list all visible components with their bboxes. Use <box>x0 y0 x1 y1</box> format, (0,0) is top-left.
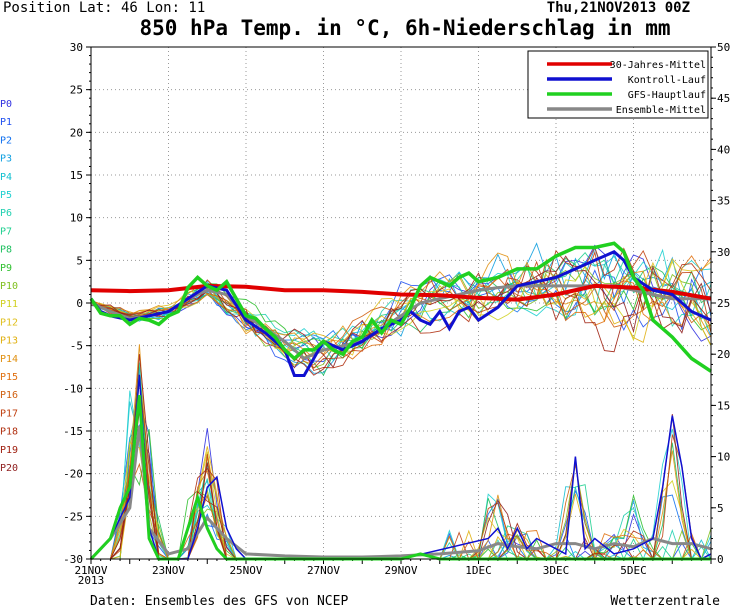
right-tick-label: 35 <box>717 195 730 208</box>
left-tick-label: -15 <box>63 425 83 438</box>
left-tick-label: 25 <box>70 84 83 97</box>
member-label: P6 <box>0 208 12 219</box>
gfs-main-temp-line <box>89 241 712 373</box>
member-label: P5 <box>0 190 12 201</box>
member-label: P7 <box>0 226 12 237</box>
member-label: P17 <box>0 408 18 419</box>
member-label: P18 <box>0 427 18 438</box>
x-tick-label: 5DEC <box>620 564 647 577</box>
member-temp-line <box>90 258 712 356</box>
left-tick-label: -20 <box>63 468 83 481</box>
x-tick-label: 1DEC <box>465 564 492 577</box>
member-label: P13 <box>0 336 18 347</box>
member-label: P4 <box>0 172 12 183</box>
member-label: P10 <box>0 281 18 292</box>
member-label: P20 <box>0 463 18 474</box>
x-tick-label: 27NOV <box>307 564 340 577</box>
right-tick-label: 15 <box>717 399 730 412</box>
x-tick-label: 29NOV <box>384 564 417 577</box>
x-tick-sublabel: 2013 <box>78 574 105 587</box>
legend-box <box>527 50 709 119</box>
left-temperature-axis: 30 25 20 15 10 5 0 -5 -10 -15 -20 -25 -30 <box>63 41 91 566</box>
member-label-list: P0 P1 P2 P3 P4 P5 P6 P7 P8 P9 P10 P11 P12 P13 P14 P15 P1… <box>0 99 18 474</box>
x-tick-label: 23NOV <box>152 564 185 577</box>
left-tick-label: -25 <box>63 510 83 523</box>
right-tick-label: 30 <box>717 246 730 259</box>
x-tick-label: 21NOV <box>74 564 107 577</box>
right-tick-label: 5 <box>717 502 724 515</box>
right-tick-label: 0 <box>717 553 724 566</box>
right-tick-label: 25 <box>717 297 730 310</box>
member-label: P14 <box>0 354 18 365</box>
left-tick-label: -5 <box>70 340 83 353</box>
left-tick-label: -10 <box>63 382 83 395</box>
brand-footer: Wetterzentrale <box>610 594 720 609</box>
x-tick-label: 3DEC <box>543 564 570 577</box>
member-label: P11 <box>0 299 18 310</box>
member-temp-line <box>90 263 712 347</box>
member-label: P15 <box>0 372 18 383</box>
position-header: Position Lat: 46 Lon: 11 <box>3 0 205 16</box>
member-label: P9 <box>0 263 12 274</box>
x-date-axis: 21NOV2013 23NOV 25NOV 27NOV 29NOV 1DEC 3DEC 5DE… <box>74 559 712 587</box>
legend-label: GFS-Hauptlauf <box>628 90 706 101</box>
data-source-footer: Daten: Ensembles des GFS von NCEP <box>90 594 348 609</box>
member-label: P0 <box>0 99 12 110</box>
legend-label: Kontroll-Lauf <box>628 75 706 86</box>
right-tick-label: 20 <box>717 348 730 361</box>
member-temp-line <box>90 255 712 369</box>
member-label: P19 <box>0 445 18 456</box>
left-tick-label: 10 <box>70 212 83 225</box>
left-tick-label: 0 <box>76 297 83 310</box>
member-label: P3 <box>0 154 12 165</box>
right-tick-label: 50 <box>717 41 730 54</box>
member-temp-line <box>90 260 712 358</box>
legend-label: Ensemble-Mittel <box>616 105 706 116</box>
legend: 30-Jahres-Mittel Kontroll-Lauf GFS-Hauptla… <box>527 50 709 119</box>
run-date-header: Thu,21NOV2013 00Z <box>547 0 690 16</box>
plot-frame <box>90 46 712 560</box>
member-label: P12 <box>0 317 18 328</box>
left-tick-label: 15 <box>70 169 83 182</box>
legend-label: 30-Jahres-Mittel <box>610 60 706 71</box>
chart-title: 850 hPa Temp. in °C, 6h-Niederschlag in … <box>139 16 670 40</box>
left-tick-label: -30 <box>63 553 83 566</box>
member-label: P1 <box>0 117 12 128</box>
left-tick-label: 30 <box>70 41 83 54</box>
member-label: P2 <box>0 135 12 146</box>
left-tick-label: 5 <box>76 254 83 267</box>
right-tick-label: 40 <box>717 143 730 156</box>
right-tick-label: 45 <box>717 92 730 105</box>
right-tick-label: 10 <box>717 451 730 464</box>
member-label: P16 <box>0 390 18 401</box>
member-label: P8 <box>0 245 12 256</box>
left-tick-label: 20 <box>70 126 83 139</box>
climate-mean-temp-line <box>90 283 712 302</box>
control-temp-line <box>89 250 712 377</box>
x-tick-label: 25NOV <box>229 564 262 577</box>
